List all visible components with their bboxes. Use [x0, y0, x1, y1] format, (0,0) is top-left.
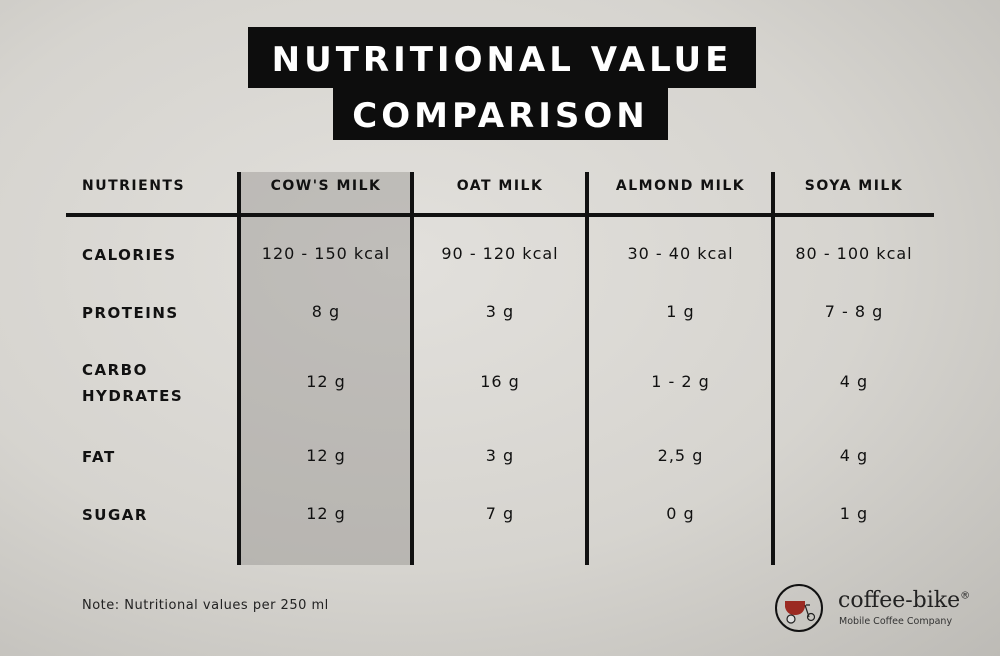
header-divider [66, 213, 934, 217]
footnote: Note: Nutritional values per 250 ml [82, 598, 329, 613]
header-oat-milk: OAT MILK [456, 178, 544, 194]
table-cell: 1 g [666, 302, 695, 321]
column-divider [585, 172, 589, 565]
brand-tagline: Mobile Coffee Company [839, 616, 953, 627]
table-cell: 1 - 2 g [651, 372, 710, 391]
column-divider [410, 172, 414, 565]
table-cell: 12 g [306, 504, 346, 523]
coffee-bike-icon [775, 584, 823, 632]
table-cell: 120 - 150 kcal [261, 244, 391, 263]
column-divider [771, 172, 775, 565]
table-cell: 3 g [485, 302, 515, 321]
table-cell: 4 g [839, 446, 869, 465]
table-cell: 12 g [306, 446, 346, 465]
column-divider [237, 172, 241, 565]
table-cell: 16 g [480, 372, 520, 391]
row-label: CARBO HYDRATES [82, 357, 183, 409]
table-cell: 3 g [485, 446, 515, 465]
table-cell: 2,5 g [657, 446, 704, 465]
header-almond-milk: ALMOND MILK [615, 178, 746, 194]
table-cell: 4 g [839, 372, 869, 391]
header-soya-milk: SOYA MILK [804, 178, 904, 194]
row-label: PROTEINS [82, 304, 179, 322]
table-cell: 0 g [666, 504, 695, 523]
table-cell: 1 g [839, 504, 869, 523]
title-line-2: COMPARISON [333, 88, 668, 140]
header-nutrients: NUTRIENTS [82, 178, 186, 194]
table-cell: 7 - 8 g [824, 302, 884, 321]
table-cell: 7 g [485, 504, 515, 523]
row-label: FAT [82, 448, 116, 466]
header-cows-milk: COW'S MILK [270, 178, 382, 194]
table-cell: 30 - 40 kcal [627, 244, 734, 263]
brand-name: coffee-bike® [838, 588, 971, 613]
table-cell: 80 - 100 kcal [795, 244, 913, 263]
row-label: CALORIES [82, 246, 177, 264]
table-cell: 8 g [311, 302, 341, 321]
row-label: SUGAR [82, 506, 148, 524]
highlighted-column-cows-milk [240, 172, 412, 565]
table-cell: 90 - 120 kcal [441, 244, 559, 263]
row-label-line: CARBO [82, 361, 148, 379]
row-label-line: HYDRATES [82, 387, 184, 405]
title-line-1: NUTRITIONAL VALUE [248, 27, 756, 88]
table-cell: 12 g [306, 372, 346, 391]
